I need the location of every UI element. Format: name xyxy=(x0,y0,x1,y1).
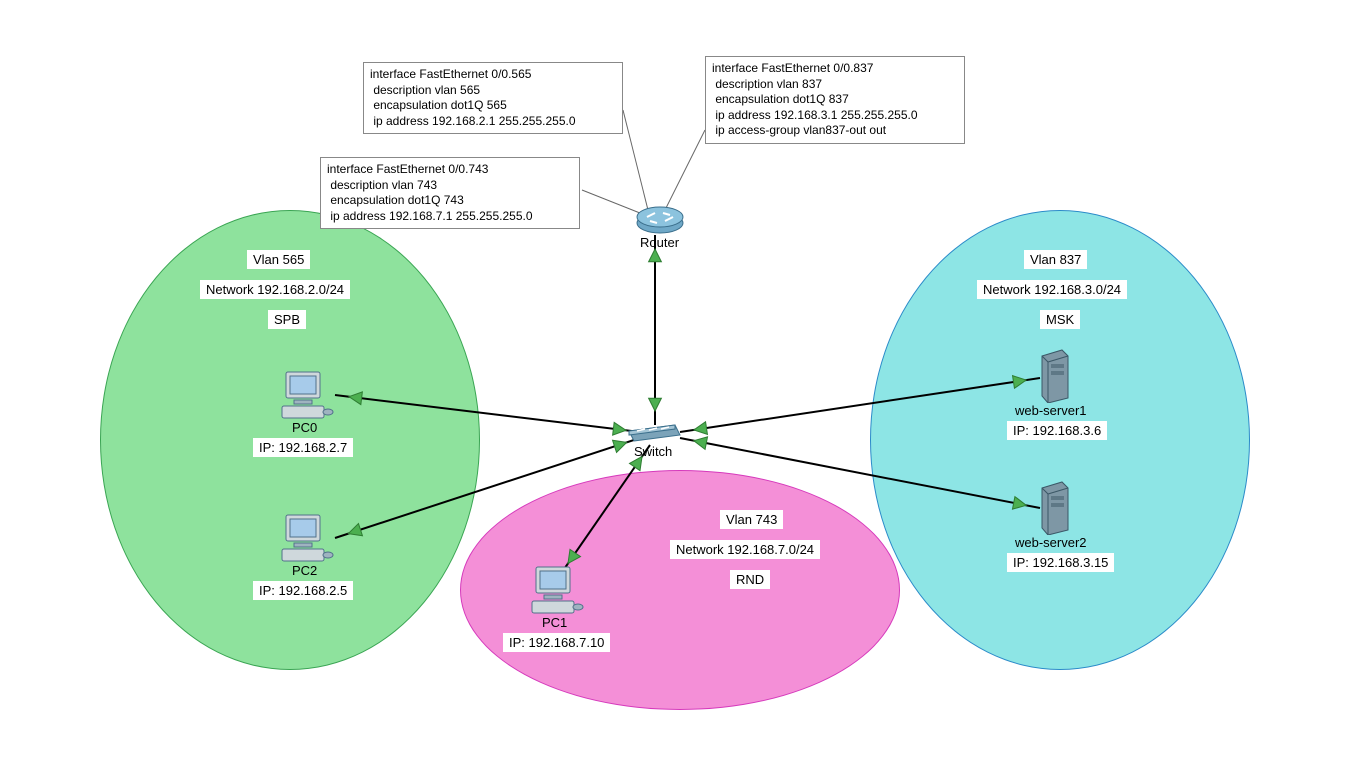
config-fe837: interface FastEthernet 0/0.837 descripti… xyxy=(705,56,965,144)
zone-label-vlan565-title: Vlan 565 xyxy=(247,250,310,269)
pc1-icon xyxy=(530,565,585,615)
zone-label-vlan837-title: Vlan 837 xyxy=(1024,250,1087,269)
router-label: Router xyxy=(640,235,679,250)
switch-label: Switch xyxy=(634,444,672,459)
config-fe743: interface FastEthernet 0/0.743 descripti… xyxy=(320,157,580,229)
router-icon xyxy=(635,205,685,235)
pc2-label: PC2 xyxy=(292,563,317,578)
pc2-ip: IP: 192.168.2.5 xyxy=(253,581,353,600)
switch-icon xyxy=(627,423,682,445)
pc0-ip: IP: 192.168.2.7 xyxy=(253,438,353,457)
zone-label-vlan743-title: Vlan 743 xyxy=(720,510,783,529)
pc1-ip: IP: 192.168.7.10 xyxy=(503,633,610,652)
diagram-canvas: interface FastEthernet 0/0.565 descripti… xyxy=(0,0,1349,764)
zone-label-vlan565-name: SPB xyxy=(268,310,306,329)
pc2-icon xyxy=(280,513,335,563)
zone-label-vlan837-name: MSK xyxy=(1040,310,1080,329)
zone-label-vlan565-net: Network 192.168.2.0/24 xyxy=(200,280,350,299)
pc1-label: PC1 xyxy=(542,615,567,630)
web-server2-icon xyxy=(1040,480,1070,535)
config-fe565: interface FastEthernet 0/0.565 descripti… xyxy=(363,62,623,134)
pc0-icon xyxy=(280,370,335,420)
zone-label-vlan743-net: Network 192.168.7.0/24 xyxy=(670,540,820,559)
zone-label-vlan837-net: Network 192.168.3.0/24 xyxy=(977,280,1127,299)
pc0-label: PC0 xyxy=(292,420,317,435)
zone-vlan837 xyxy=(870,210,1250,670)
web-server1-label: web-server1 xyxy=(1015,403,1087,418)
web-server2-label: web-server2 xyxy=(1015,535,1087,550)
web-server1-ip: IP: 192.168.3.6 xyxy=(1007,421,1107,440)
zone-label-vlan743-name: RND xyxy=(730,570,770,589)
zone-vlan743 xyxy=(460,470,900,710)
web-server1-icon xyxy=(1040,348,1070,403)
web-server2-ip: IP: 192.168.3.15 xyxy=(1007,553,1114,572)
